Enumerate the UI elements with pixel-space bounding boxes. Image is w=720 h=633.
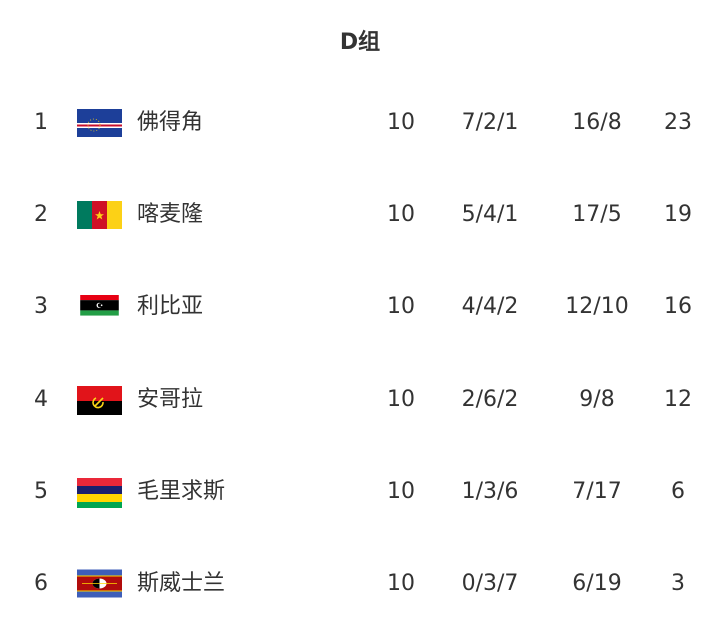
goals: 7/17 (572, 479, 622, 504)
team-name: 佛得角 (137, 110, 204, 135)
team-name: 喀麦隆 (137, 202, 204, 227)
win-draw-loss: 7/2/1 (461, 110, 519, 135)
win-draw-loss: 4/4/2 (461, 294, 519, 319)
played: 10 (387, 387, 415, 412)
rank: 6 (34, 571, 48, 596)
win-draw-loss: 2/6/2 (461, 387, 519, 412)
table-row[interactable]: 4 安哥拉 10 2/6/2 9/8 12 (0, 380, 720, 420)
cameroon-flag-icon (77, 201, 122, 229)
team-name: 毛里求斯 (137, 479, 226, 504)
goals: 16/8 (572, 110, 622, 135)
rank: 1 (34, 110, 48, 135)
goals: 6/19 (572, 571, 622, 596)
mauritius-flag-icon (77, 478, 122, 508)
played: 10 (387, 571, 415, 596)
eswatini-flag-icon (77, 569, 122, 598)
win-draw-loss: 1/3/6 (461, 479, 519, 504)
rank: 4 (34, 387, 48, 412)
goals: 17/5 (572, 202, 622, 227)
played: 10 (387, 202, 415, 227)
points: 6 (671, 479, 685, 504)
team-name: 斯威士兰 (137, 571, 226, 596)
points: 12 (664, 387, 692, 412)
played: 10 (387, 294, 415, 319)
points: 19 (664, 202, 692, 227)
team-name: 安哥拉 (137, 387, 204, 412)
win-draw-loss: 5/4/1 (461, 202, 519, 227)
points: 23 (664, 110, 692, 135)
angola-flag-icon (77, 386, 122, 415)
table-row[interactable]: 3 利比亚 10 4/4/2 12/10 16 (0, 287, 720, 327)
goals: 12/10 (565, 294, 629, 319)
cape-verde-flag-icon (77, 109, 122, 137)
rank: 3 (34, 294, 48, 319)
points: 16 (664, 294, 692, 319)
group-title: D组 (339, 30, 381, 55)
table-row[interactable]: 1 佛得角 10 7/2/1 16/8 23 (0, 103, 720, 143)
goals: 9/8 (579, 387, 615, 412)
played: 10 (387, 110, 415, 135)
points: 3 (671, 571, 685, 596)
table-row[interactable]: 5 毛里求斯 10 1/3/6 7/17 6 (0, 472, 720, 512)
rank: 5 (34, 479, 48, 504)
played: 10 (387, 479, 415, 504)
table-row[interactable]: 6 斯威士兰 10 0/3/7 6/19 3 (0, 564, 720, 604)
table-row[interactable]: 2 喀麦隆 10 5/4/1 17/5 19 (0, 195, 720, 235)
rank: 2 (34, 202, 48, 227)
libya-flag-icon (80, 295, 119, 316)
win-draw-loss: 0/3/7 (461, 571, 519, 596)
team-name: 利比亚 (137, 294, 204, 319)
